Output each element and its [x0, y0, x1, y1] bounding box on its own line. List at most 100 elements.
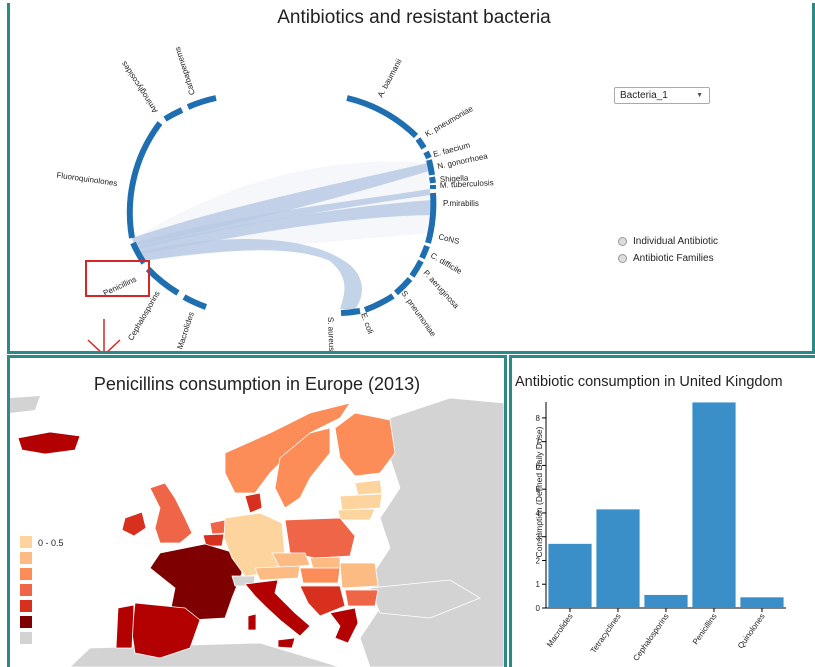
legend-swatch-1 [20, 552, 32, 564]
y-tick-label: 0 [536, 604, 541, 613]
map-title: Penicillins consumption in Europe (2013) [93, 374, 421, 394]
country-sweden[interactable] [274, 427, 331, 509]
bar-macrolides[interactable] [548, 543, 592, 608]
label-s-pneumoniae: S. pneumoniae [399, 289, 438, 339]
label-shigella: Shigella [440, 173, 469, 184]
arc-penicillins[interactable] [130, 241, 147, 265]
label-cons: CoNS [438, 232, 461, 246]
bar-penicillins[interactable] [692, 402, 736, 608]
bar-tetracyclines[interactable] [596, 509, 640, 608]
label-fluoroquinolones: Fluoroquinolones [56, 171, 118, 188]
radio-circle-icon [618, 254, 627, 263]
y-tick-label: 2 [536, 556, 541, 565]
country-sardinia[interactable] [247, 613, 257, 631]
x-tick-label: Tetracyclines [589, 612, 623, 655]
legend-swatch-4 [20, 600, 32, 612]
arc-e-coli[interactable] [340, 308, 361, 316]
x-tick-label: Cephalosporins [631, 612, 670, 663]
map-legend: 0 - 0.5 [20, 536, 64, 644]
chord-diagram: Carbapenems Aminoglycosides Fluoroquinol… [56, 46, 494, 351]
arc-cons[interactable] [419, 244, 430, 260]
country-sicily[interactable] [277, 637, 296, 649]
y-tick-label: 7 [536, 438, 541, 447]
legend-swatch-3 [20, 584, 32, 596]
country-italy[interactable] [244, 579, 311, 637]
arc-carbapenems[interactable] [186, 95, 217, 110]
country-greenland-fragment[interactable] [10, 396, 40, 413]
label-a-baumanii: A. baumanii [376, 57, 404, 99]
penicillins-highlight-box [85, 260, 150, 297]
radio-individual-antibiotic[interactable]: Individual Antibiotic [618, 236, 718, 247]
chord-panel: Antibiotics and resistant bacteria [7, 3, 815, 354]
arc-p-aeruginosa[interactable] [394, 277, 413, 296]
radio-antibiotic-families[interactable]: Antibiotic Families [618, 253, 714, 264]
arc-c-difficile[interactable] [409, 259, 424, 278]
country-france[interactable] [149, 543, 243, 621]
y-tick-label: 8 [536, 414, 541, 423]
bar-panel: Antibiotic consumption in United Kingdom… [509, 355, 815, 667]
country-belgium[interactable] [202, 533, 225, 547]
country-uk[interactable] [149, 482, 193, 544]
label-cephalosporins: Cephalosporins [126, 290, 162, 343]
country-austria[interactable] [254, 565, 301, 581]
chord-title: Antibiotics and resistant bacteria [277, 7, 551, 28]
country-slovakia[interactable] [309, 556, 341, 569]
ribbon-faint [140, 161, 430, 261]
arc-cephalosporins[interactable] [145, 266, 180, 296]
country-romania[interactable] [339, 562, 379, 589]
x-tick-label: Macrolides [545, 612, 575, 649]
label-s-aureus: S. aureus [326, 317, 336, 351]
country-iceland[interactable] [17, 431, 81, 455]
x-tick-label: Penicillins [691, 612, 719, 646]
arc-s-pneumoniae[interactable] [363, 293, 395, 313]
country-finland[interactable] [334, 412, 396, 477]
country-lithuania[interactable] [337, 508, 376, 521]
country-ireland[interactable] [121, 511, 147, 537]
y-axis-label: Consumption (Defined Daily Dose) [534, 426, 544, 557]
map-panel: Penicillins consumption in Europe (2013) [7, 355, 507, 667]
country-czechia[interactable] [271, 552, 311, 569]
arc-n-gonorrhoea[interactable] [426, 159, 435, 176]
arc-shigella[interactable] [429, 176, 436, 184]
down-arrow-icon [87, 319, 121, 351]
label-p-aeruginosa: P. aeruginosa [422, 268, 461, 310]
x-tick-label: Quinolones [736, 612, 767, 650]
country-netherlands[interactable] [209, 519, 227, 535]
country-turkey[interactable] [369, 579, 481, 619]
y-tick-label: 3 [536, 533, 541, 542]
bacteria-dropdown[interactable]: Bacteria_1 ▼ [614, 87, 710, 104]
bar-quinolones[interactable] [740, 597, 784, 608]
bar-chart-bars [548, 402, 784, 608]
country-denmark[interactable] [244, 492, 263, 514]
legend-swatch-6 [20, 632, 32, 644]
country-balkans[interactable] [299, 585, 346, 617]
label-c-difficile: C. difficile [429, 251, 464, 276]
country-latvia[interactable] [339, 493, 383, 511]
bacteria-dropdown-value: Bacteria_1 [620, 90, 668, 101]
arc-a-baumanii[interactable] [346, 95, 419, 139]
country-greece[interactable] [329, 607, 359, 644]
arc-p-mirabilis[interactable] [425, 192, 437, 244]
country-poland[interactable] [284, 517, 356, 559]
label-penicillins: Penicillins [102, 275, 138, 298]
arc-k-pneumoniae[interactable] [415, 137, 427, 150]
arc-aminoglycosides[interactable] [163, 107, 184, 122]
y-tick-label: 5 [536, 485, 541, 494]
arc-fluoroquinolones[interactable] [126, 121, 163, 239]
country-portugal[interactable] [115, 604, 135, 649]
country-bulgaria[interactable] [344, 589, 379, 607]
radio-circle-icon [618, 237, 627, 246]
bar-chart-title: Antibiotic consumption in United Kingdom [515, 374, 783, 390]
y-tick-label: 6 [536, 461, 541, 470]
label-aminoglycosides: Aminoglycosides [119, 60, 159, 115]
country-hungary[interactable] [299, 567, 341, 584]
country-estonia[interactable] [354, 479, 383, 496]
label-m-tuberculosis: M. tuberculosis [440, 178, 494, 190]
ribbon-penicillins-shigella[interactable] [134, 189, 430, 250]
label-carbapenems: Carbapenems [173, 46, 197, 97]
bar-cephalosporins[interactable] [644, 594, 688, 608]
arc-e-faecium[interactable] [423, 150, 432, 160]
arc-macrolides[interactable] [182, 294, 208, 310]
country-north-africa[interactable] [69, 642, 341, 667]
legend-label-0: 0 - 0.5 [38, 538, 64, 548]
